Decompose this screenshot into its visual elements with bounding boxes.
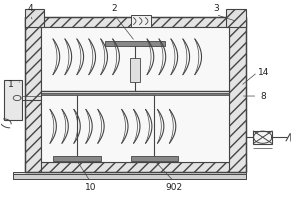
Bar [130,156,178,161]
Bar [25,17,246,27]
Bar [25,162,246,171]
Bar [25,17,41,171]
Bar [53,156,101,161]
Bar [25,17,246,171]
Text: 3: 3 [213,4,219,13]
Text: 1: 1 [8,80,14,89]
Bar [253,131,272,144]
Text: 2: 2 [111,4,117,13]
Text: 902: 902 [165,183,182,192]
Text: 14: 14 [258,68,269,77]
Bar [130,58,140,82]
Bar [13,171,246,179]
Text: 8: 8 [261,92,266,101]
Bar [25,9,44,27]
Bar [130,15,152,27]
Bar [229,17,246,171]
Bar [4,80,22,120]
Bar [226,9,246,27]
Bar [13,174,246,179]
Bar [105,41,165,46]
Bar [41,27,229,162]
Text: 4: 4 [28,4,33,13]
Text: 10: 10 [85,183,96,192]
